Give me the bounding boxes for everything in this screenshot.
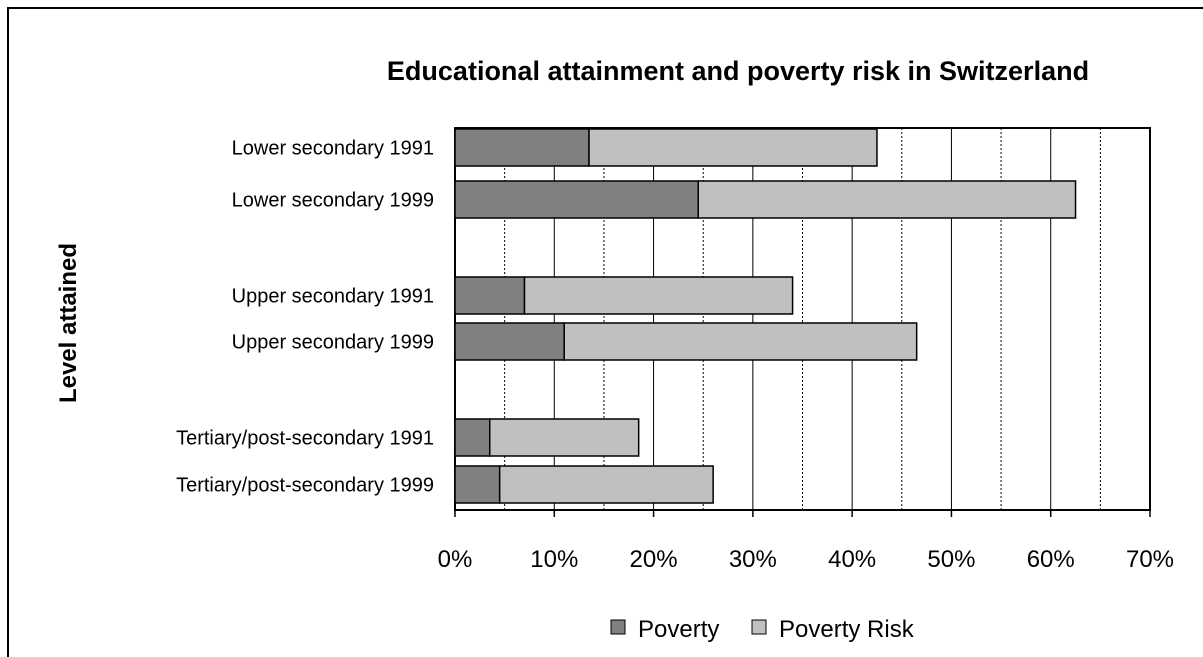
- bar-poverty-risk: [563, 322, 918, 361]
- x-tick-label: 70%: [1126, 546, 1174, 573]
- x-tick-label: 20%: [630, 546, 678, 573]
- x-tick-label: 60%: [1027, 546, 1075, 573]
- category-label: Tertiary/post-secondary 1999: [176, 475, 434, 497]
- bar-poverty: [454, 322, 565, 361]
- bar-poverty: [454, 418, 491, 457]
- legend-swatch: [751, 619, 767, 635]
- y-axis-label: Level attained: [55, 243, 82, 403]
- bar-poverty-risk: [588, 128, 878, 167]
- x-tick-label: 30%: [729, 546, 777, 573]
- bar-poverty-risk: [697, 180, 1077, 219]
- bar-poverty: [454, 128, 590, 167]
- plot-area: 0% 10% 20% 30% 40% 50% 60% 70% Lower secondary 1…: [176, 127, 1174, 573]
- bar-poverty: [454, 180, 699, 219]
- category-label: Upper secondary 1999: [232, 332, 434, 354]
- x-tick-label: 50%: [927, 546, 975, 573]
- x-tick-label: 40%: [828, 546, 876, 573]
- chart-title: Educational attainment and poverty risk …: [387, 56, 1089, 86]
- bar-poverty: [454, 465, 501, 504]
- category-label: Upper secondary 1991: [232, 286, 434, 308]
- category-label: Lower secondary 1991: [232, 138, 434, 160]
- bar-poverty-risk: [489, 418, 640, 457]
- plot-border: [454, 127, 1151, 511]
- legend: Poverty Poverty Risk: [610, 616, 915, 643]
- category-label: Lower secondary 1999: [232, 190, 434, 212]
- legend-label: Poverty Risk: [779, 616, 915, 643]
- bar-poverty: [454, 276, 526, 315]
- bar-poverty-risk: [523, 276, 794, 315]
- x-tick-label: 0%: [438, 546, 473, 573]
- legend-label: Poverty: [638, 616, 719, 643]
- bar-poverty-risk: [498, 465, 714, 504]
- legend-swatch: [610, 619, 626, 635]
- x-tick-label: 10%: [530, 546, 578, 573]
- category-label: Tertiary/post-secondary 1991: [176, 428, 434, 450]
